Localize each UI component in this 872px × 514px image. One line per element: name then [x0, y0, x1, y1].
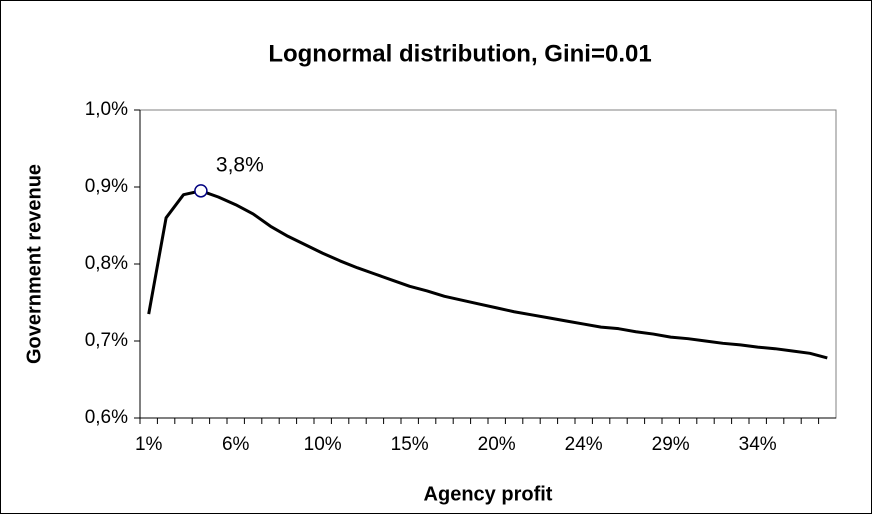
x-tick-label: 34% [739, 434, 777, 455]
x-tick-label: 1% [135, 434, 163, 455]
x-tick-label: 29% [652, 434, 690, 455]
y-tick-label: 0,8% [85, 253, 128, 274]
y-tick-label: 0,9% [85, 176, 128, 197]
x-tick-label: 20% [478, 434, 516, 455]
highlight-marker [194, 184, 208, 198]
annotation: 3,8% [216, 153, 264, 176]
y-axis-label: Government revenue [23, 164, 45, 364]
y-tick-label: 1,0% [85, 99, 128, 120]
y-tick-label: 0,6% [85, 407, 128, 428]
chart-title: Lognormal distribution, Gini=0.01 [268, 40, 651, 67]
x-tick-label: 6% [222, 434, 250, 455]
y-tick-label: 0,7% [85, 330, 128, 351]
x-tick-label: 10% [304, 434, 342, 455]
x-tick-label: 15% [391, 434, 429, 455]
x-axis-label: Agency profit [424, 483, 553, 505]
line-series [147, 189, 828, 360]
x-tick-label: 24% [565, 434, 603, 455]
